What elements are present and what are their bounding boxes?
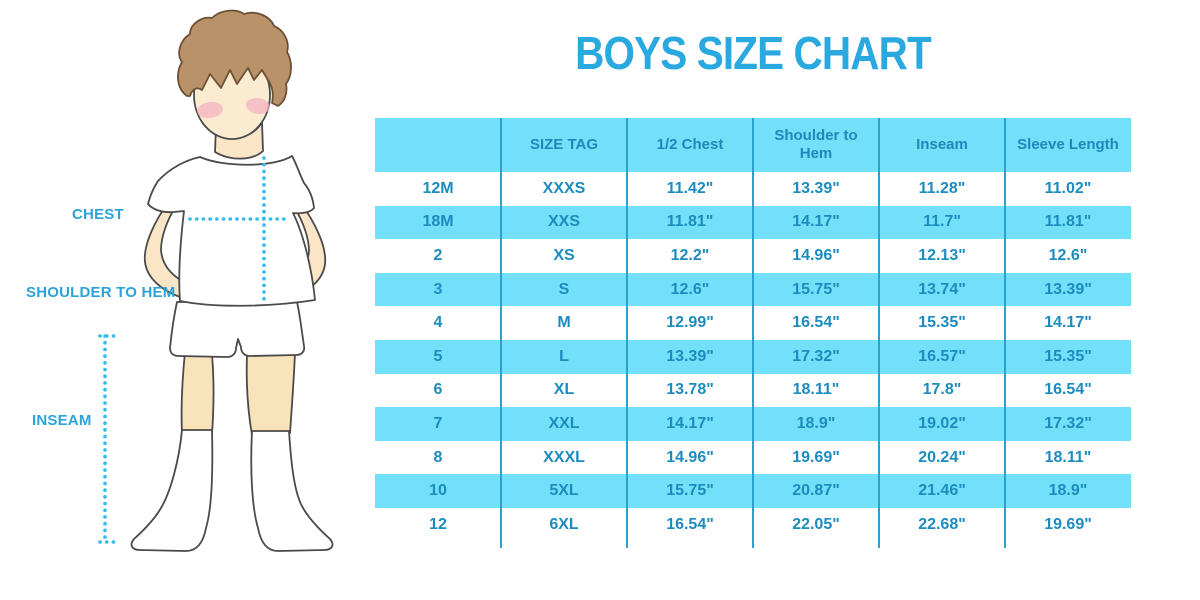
value-cell: 19.69" [792, 448, 840, 466]
value-cell: 19.02" [918, 414, 966, 432]
value-cell: 12.6" [670, 280, 710, 298]
t-shirt [147, 155, 316, 307]
value-cell: 15.75" [666, 482, 714, 500]
value-cell: 14.17" [792, 213, 840, 231]
left-cheek [197, 101, 223, 119]
value-cell: 20.87" [792, 482, 840, 500]
value-cell: 18.11" [1044, 448, 1092, 466]
value-cell: XXL [548, 414, 580, 432]
value-cell: 11.28" [918, 179, 966, 197]
size-cell: 10 [429, 482, 447, 500]
value-cell: 13.78" [666, 381, 714, 399]
column-divider [500, 118, 502, 548]
value-cell: 14.96" [666, 448, 714, 466]
value-cell: 13.39" [666, 347, 714, 365]
size-cell: 7 [433, 414, 443, 432]
value-cell: 17.32" [792, 347, 840, 365]
value-cell: M [557, 314, 571, 332]
value-cell: 6XL [549, 515, 579, 533]
value-cell: 12.13" [918, 246, 966, 264]
value-cell: 14.96" [792, 246, 840, 264]
left-leg [180, 351, 215, 435]
table-row-12m: 12M XXXS 11.42" 13.39" 11.28" 11.02" [375, 172, 1131, 206]
right-leg [245, 351, 296, 436]
value-cell: 14.17" [1044, 314, 1092, 332]
size-cell: 4 [433, 314, 443, 332]
boy-illustration [98, 9, 334, 552]
size-cell: 12M [422, 179, 454, 197]
value-cell: 16.57" [918, 347, 966, 365]
value-cell: S [558, 280, 570, 298]
shoulder-to-hem-label: SHOULDER TO HEM [26, 284, 176, 301]
column-header-blank [375, 118, 501, 172]
value-cell: 14.17" [666, 414, 714, 432]
value-cell: 11.81" [1044, 213, 1092, 231]
column-divider [752, 118, 754, 548]
value-cell: 15.35" [918, 314, 966, 332]
column-header-size-tag: SIZE TAG [529, 136, 599, 153]
value-cell: 19.69" [1044, 515, 1092, 533]
value-cell: 16.54" [792, 314, 840, 332]
value-cell: 11.42" [666, 179, 714, 197]
value-cell: 22.05" [792, 515, 840, 533]
value-cell: 11.02" [1044, 179, 1092, 197]
size-table: SIZE TAG 1/2 Chest Shoulder to Hem Inseam Sl… [375, 118, 1131, 548]
value-cell: 20.24" [918, 448, 966, 466]
column-header-shoulder-to-hem: Shoulder to Hem [774, 127, 858, 162]
value-cell: 12.99" [666, 314, 714, 332]
value-cell: 11.81" [666, 213, 714, 231]
value-cell: XXXL [543, 448, 585, 466]
value-cell: L [559, 347, 569, 365]
value-cell: XL [553, 381, 575, 399]
value-cell: 18.9" [1048, 482, 1088, 500]
value-cell: 5XL [549, 482, 579, 500]
value-cell: 13.39" [1044, 280, 1092, 298]
column-divider [878, 118, 880, 548]
hair [177, 9, 292, 107]
inseam-label: INSEAM [32, 412, 92, 429]
shorts [169, 301, 306, 358]
value-cell: 16.54" [1044, 381, 1092, 399]
value-cell: 17.32" [1044, 414, 1092, 432]
value-cell: XS [553, 246, 575, 264]
table-row-12: 12 6XL 16.54" 22.05" 22.68" 19.69" [375, 508, 1131, 542]
value-cell: 17.8" [922, 381, 962, 399]
size-cell: 2 [433, 246, 443, 264]
size-cell: 12 [429, 515, 447, 533]
value-cell: 13.39" [792, 179, 840, 197]
size-cell: 18M [422, 213, 454, 231]
size-cell: 5 [433, 347, 443, 365]
value-cell: 12.2" [670, 246, 710, 264]
value-cell: 11.7" [923, 213, 961, 231]
size-cell: 8 [433, 448, 443, 466]
column-header-sleeve-length: Sleeve Length [1017, 136, 1119, 153]
size-cell: 6 [433, 381, 443, 399]
value-cell: 18.9" [796, 414, 836, 432]
table-row-2: 2 XS 12.2" 14.96" 12.13" 12.6" [375, 239, 1131, 273]
value-cell: 16.54" [666, 515, 714, 533]
value-cell: 21.46" [918, 482, 966, 500]
value-cell: 15.75" [792, 280, 840, 298]
right-cheek [246, 97, 270, 115]
size-cell: 3 [433, 280, 443, 298]
page-title: BOYS SIZE CHART [575, 27, 932, 79]
value-cell: 12.6" [1048, 246, 1088, 264]
value-cell: XXS [547, 213, 580, 231]
column-divider [626, 118, 628, 548]
column-header-inseam: Inseam [916, 136, 968, 153]
chest-label: CHEST [72, 206, 124, 223]
column-header-1-2-chest: 1/2 Chest [656, 136, 724, 153]
table-row-4: 4 M 12.99" 16.54" 15.35" 14.17" [375, 306, 1131, 340]
value-cell: 18.11" [792, 381, 840, 399]
right-sock [250, 430, 334, 552]
value-cell: 22.68" [918, 515, 966, 533]
value-cell: 15.35" [1044, 347, 1092, 365]
left-sock [130, 429, 214, 552]
value-cell: 13.74" [918, 280, 966, 298]
table-row-8: 8 XXXL 14.96" 19.69" 20.24" 18.11" [375, 441, 1131, 475]
value-cell: XXXS [542, 179, 586, 197]
column-divider [1004, 118, 1006, 548]
table-row-6: 6 XL 13.78" 18.11" 17.8" 16.54" [375, 374, 1131, 408]
